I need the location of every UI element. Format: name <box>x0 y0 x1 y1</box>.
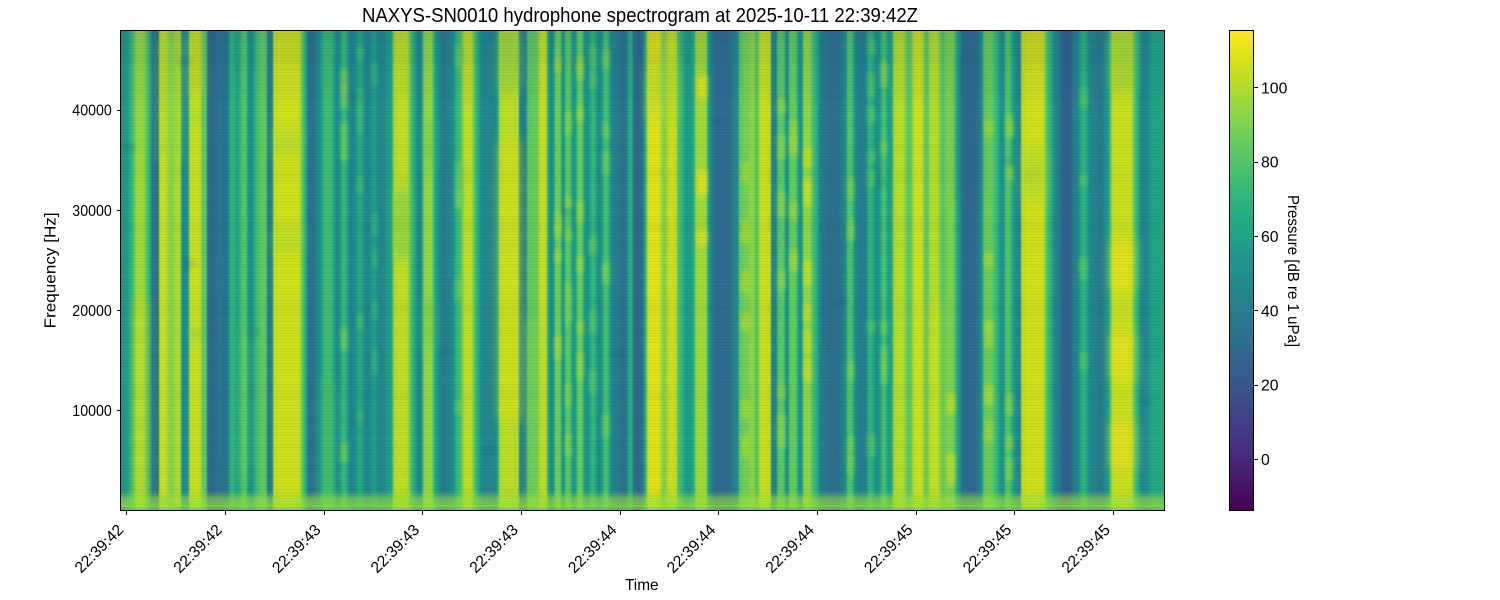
svg-text:0: 0 <box>1261 452 1270 469</box>
svg-text:40: 40 <box>1261 303 1279 320</box>
svg-text:22:39:42: 22:39:42 <box>171 522 226 577</box>
svg-text:40000: 40000 <box>72 103 112 120</box>
svg-text:22:39:42: 22:39:42 <box>72 522 127 577</box>
svg-text:22:39:44: 22:39:44 <box>565 521 620 576</box>
svg-text:20: 20 <box>1261 378 1279 395</box>
svg-text:60: 60 <box>1261 229 1279 246</box>
svg-text:Frequency [Hz]: Frequency [Hz] <box>42 212 59 328</box>
svg-text:NAXYS-SN0010 hydrophone spectr: NAXYS-SN0010 hydrophone spectrogram at 2… <box>362 5 918 27</box>
svg-text:Pressure [dB re 1 uPa]: Pressure [dB re 1 uPa] <box>1284 195 1301 347</box>
svg-text:22:39:44: 22:39:44 <box>763 521 818 576</box>
svg-text:22:39:45: 22:39:45 <box>960 521 1015 576</box>
svg-text:10000: 10000 <box>72 403 112 420</box>
svg-text:22:39:43: 22:39:43 <box>269 521 324 576</box>
svg-text:22:39:45: 22:39:45 <box>861 521 916 576</box>
svg-text:22:39:43: 22:39:43 <box>368 521 423 576</box>
svg-text:100: 100 <box>1261 80 1288 97</box>
svg-text:20000: 20000 <box>72 303 112 320</box>
svg-text:Time: Time <box>625 577 659 594</box>
svg-text:22:39:45: 22:39:45 <box>1059 521 1114 576</box>
svg-text:80: 80 <box>1261 155 1279 172</box>
svg-text:22:39:43: 22:39:43 <box>467 521 522 576</box>
svg-text:22:39:44: 22:39:44 <box>664 521 719 576</box>
svg-text:30000: 30000 <box>72 203 112 220</box>
